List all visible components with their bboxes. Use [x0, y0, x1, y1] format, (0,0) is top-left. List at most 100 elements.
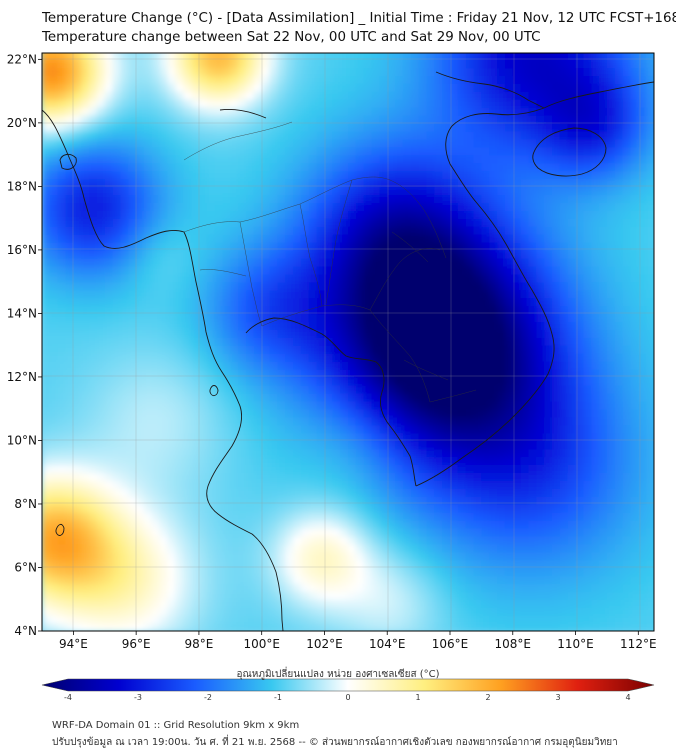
field-cell — [473, 170, 483, 180]
field-cell — [599, 583, 608, 593]
field-cell — [512, 527, 522, 537]
field-cell — [638, 511, 647, 521]
field-cell — [567, 210, 577, 219]
field-cell — [324, 154, 334, 164]
field-cell — [654, 361, 663, 370]
field-cell — [528, 623, 538, 631]
field-cell — [622, 162, 632, 172]
field-cell — [285, 154, 294, 164]
field-cell — [379, 559, 388, 569]
field-cell — [599, 527, 608, 537]
field-cell — [277, 551, 286, 561]
field-cell — [348, 178, 357, 188]
field-cell — [536, 527, 545, 537]
field-cell — [504, 281, 514, 291]
field-cell — [395, 138, 404, 148]
field-cell — [450, 257, 459, 267]
field-cell — [606, 345, 616, 354]
field-cell — [136, 416, 145, 426]
field-cell — [261, 337, 271, 346]
field-cell — [49, 440, 59, 450]
field-cell — [167, 432, 177, 442]
field-cell — [293, 480, 302, 489]
field-cell — [120, 218, 130, 227]
field-cell — [504, 623, 514, 631]
field-cell — [559, 210, 569, 219]
field-cell — [300, 249, 310, 259]
field-cell — [214, 615, 224, 624]
field-cell — [371, 424, 381, 434]
field-cell — [300, 472, 310, 481]
field-cell — [489, 257, 498, 267]
field-cell — [49, 313, 59, 323]
field-cell — [418, 146, 428, 156]
field-cell — [332, 265, 341, 275]
field-cell — [198, 456, 208, 465]
field-cell — [465, 519, 475, 529]
field-cell — [512, 353, 522, 362]
field-cell — [402, 210, 412, 219]
field-cell — [136, 194, 145, 203]
field-cell — [583, 440, 592, 450]
field-cell — [151, 472, 161, 481]
field-cell — [591, 607, 600, 616]
field-cell — [136, 249, 145, 259]
field-cell — [450, 456, 459, 465]
field-cell — [379, 265, 388, 275]
field-cell — [104, 432, 114, 442]
field-cell — [450, 146, 459, 156]
field-cell — [614, 392, 624, 402]
field-cell — [112, 353, 122, 362]
field-cell — [544, 575, 553, 585]
field-cell — [583, 416, 592, 426]
field-cell — [442, 130, 451, 140]
field-cell — [348, 345, 357, 354]
field-cell — [183, 242, 192, 251]
field-cell — [489, 146, 498, 156]
field-cell — [246, 488, 255, 497]
field-cell — [214, 146, 224, 156]
field-cell — [73, 464, 82, 473]
field-cell — [583, 575, 592, 585]
field-cell — [379, 170, 388, 180]
field-cell — [457, 257, 467, 267]
field-cell — [497, 583, 506, 593]
field-cell — [473, 480, 483, 489]
field-cell — [418, 599, 428, 608]
field-cell — [253, 257, 263, 267]
field-cell — [512, 170, 522, 180]
field-cell — [269, 257, 279, 267]
field-cell — [599, 432, 608, 442]
field-cell — [559, 226, 569, 235]
field-cell — [646, 615, 654, 624]
field-cell — [81, 138, 90, 148]
field-cell — [348, 551, 357, 561]
field-cell — [136, 456, 145, 465]
field-cell — [457, 440, 467, 450]
field-cell — [183, 567, 192, 577]
field-cell — [567, 138, 577, 148]
field-cell — [198, 369, 208, 378]
field-cell — [191, 551, 200, 561]
field-cell — [332, 361, 341, 370]
field-cell — [418, 170, 428, 180]
field-cell — [363, 249, 373, 259]
field-cell — [348, 615, 357, 624]
field-cell — [238, 146, 247, 156]
field-cell — [348, 154, 357, 164]
field-cell — [457, 615, 467, 624]
field-cell — [395, 543, 404, 553]
field-cell — [96, 583, 106, 593]
field-cell — [544, 488, 553, 497]
field-cell — [65, 424, 75, 434]
field-cell — [512, 345, 522, 354]
field-cell — [473, 281, 483, 291]
field-cell — [277, 424, 286, 434]
field-cell — [238, 384, 247, 394]
field-cell — [293, 623, 302, 631]
field-cell — [630, 305, 640, 315]
field-cell — [520, 257, 530, 267]
field-cell — [520, 384, 530, 394]
field-cell — [191, 392, 200, 402]
field-cell — [128, 440, 137, 450]
